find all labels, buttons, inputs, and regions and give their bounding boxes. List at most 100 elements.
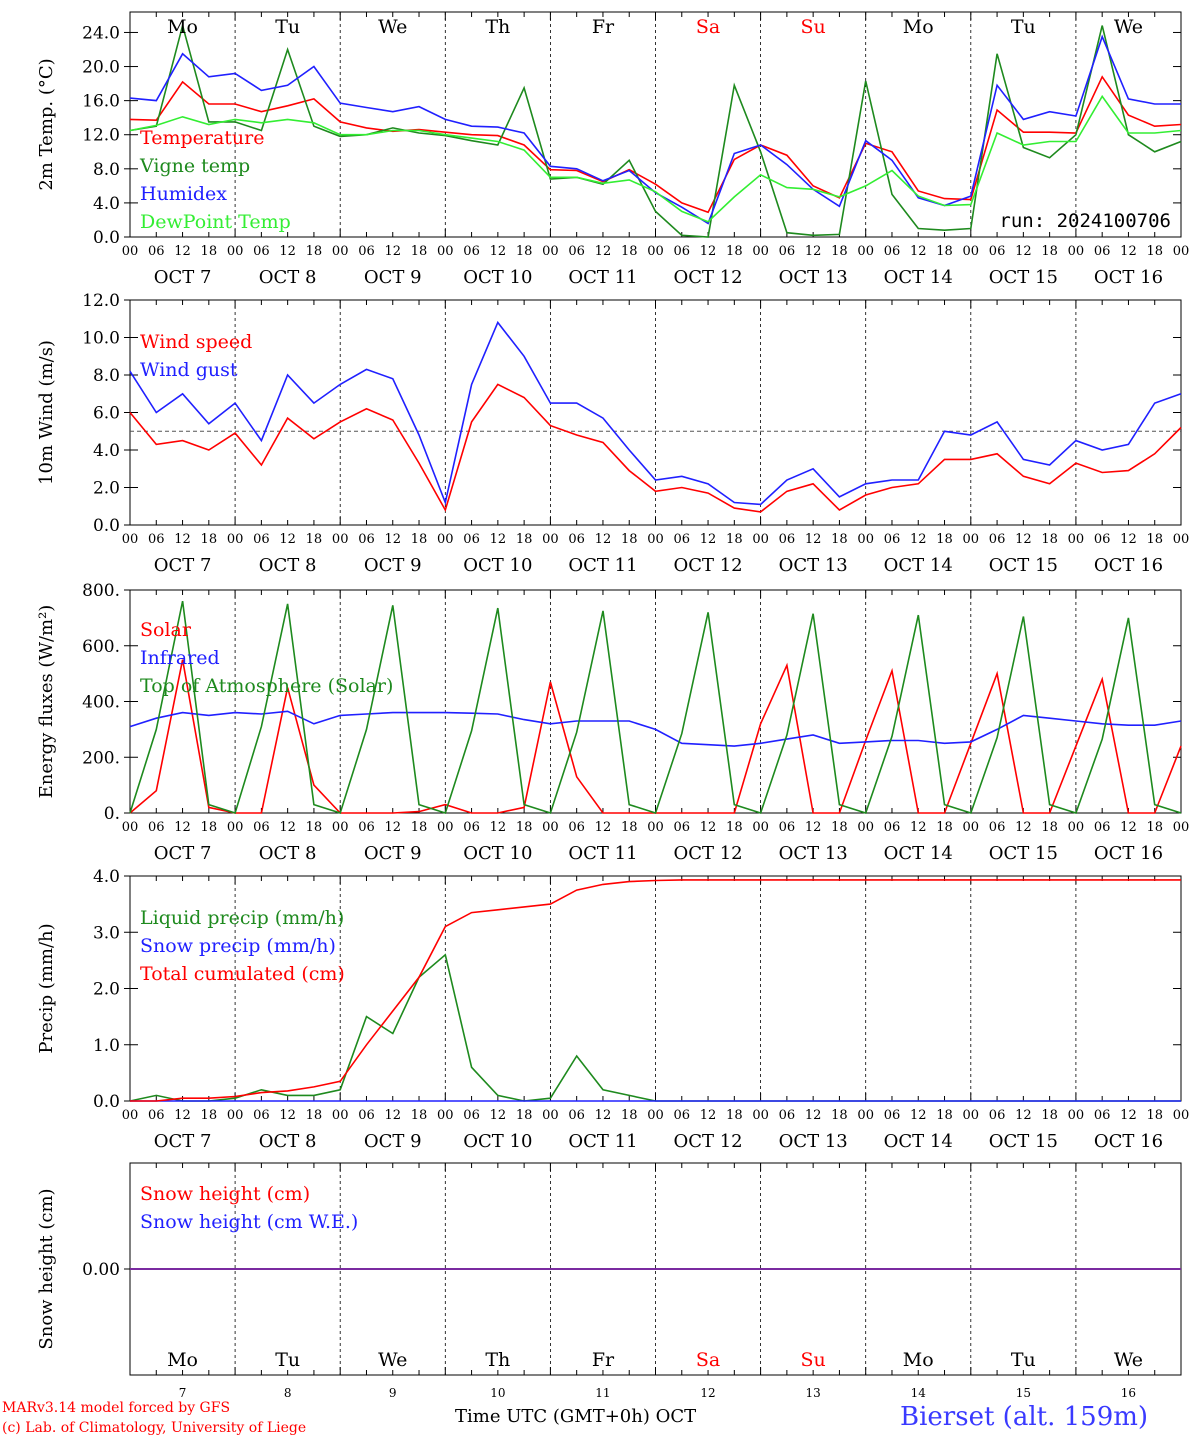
panel-frame-energy (129, 589, 1182, 814)
model-credit: MARv3.14 model forced by GFS (2, 1400, 231, 1416)
series-line (130, 879, 1181, 1102)
legend-entry: Humidex (140, 183, 227, 205)
day-name: Su (801, 16, 826, 38)
day-name: We (378, 16, 407, 38)
hour-tick-label: 18 (621, 244, 638, 259)
hour-tick-label: 00 (122, 532, 139, 547)
hour-tick-label: 12 (805, 820, 822, 835)
date-label: OCT 15 (989, 267, 1058, 288)
hour-tick-label: 06 (989, 1108, 1006, 1123)
hour-tick-label: 18 (516, 820, 533, 835)
hour-tick-label: 12 (910, 244, 927, 259)
y-tick-label: 6.0 (93, 404, 120, 424)
hour-tick-label: 00 (437, 820, 454, 835)
date-label: OCT 9 (364, 1131, 422, 1152)
y-axis-label: Energy fluxes (W/m²) (36, 605, 57, 799)
hour-tick-label: 06 (989, 244, 1006, 259)
day-name: Mo (167, 16, 198, 38)
hour-tick-label: 12 (279, 244, 296, 259)
date-label: OCT 16 (1094, 555, 1163, 576)
hour-tick-label: 00 (542, 532, 559, 547)
hour-tick-label: 18 (831, 532, 848, 547)
hour-tick-label: 06 (1094, 244, 1111, 259)
date-label: OCT 12 (673, 843, 742, 864)
hour-tick-label: 18 (1146, 1108, 1163, 1123)
hour-tick-label: 12 (384, 244, 401, 259)
day-name: Th (485, 16, 510, 38)
date-label: OCT 15 (989, 843, 1058, 864)
legend-entry: Snow height (cm) (140, 1183, 310, 1205)
hour-tick-label: 00 (647, 820, 664, 835)
date-label: OCT 15 (989, 555, 1058, 576)
y-tick-label: 24.0 (82, 23, 120, 43)
hour-tick-label: 18 (411, 532, 428, 547)
legend-entry: Top of Atmosphere (Solar) (140, 675, 393, 697)
hour-tick-label: 00 (752, 820, 769, 835)
day-name: We (378, 1349, 407, 1371)
hour-tick-label: 12 (700, 532, 717, 547)
hour-tick-label: 00 (437, 1108, 454, 1123)
hour-tick-label: 06 (674, 820, 691, 835)
hour-tick-label: 00 (1068, 1108, 1085, 1123)
hour-tick-label: 06 (884, 532, 901, 547)
hour-tick-label: 00 (437, 532, 454, 547)
hour-tick-label: 18 (936, 244, 953, 259)
hour-tick-label: 18 (726, 820, 743, 835)
hour-tick-label: 06 (884, 244, 901, 259)
day-name: Tu (1011, 16, 1036, 38)
hour-tick-label: 12 (490, 1108, 507, 1123)
hour-tick-label: 06 (568, 532, 585, 547)
day-name: Sa (696, 1349, 720, 1371)
hour-tick-label: 12 (700, 244, 717, 259)
series-line (129, 34, 1181, 225)
day-name: Tu (275, 1349, 300, 1371)
hour-tick-label: 18 (1041, 532, 1058, 547)
date-label: OCT 10 (463, 1131, 532, 1152)
day-number: 11 (595, 1386, 610, 1400)
date-label: OCT 13 (779, 1131, 848, 1152)
date-label: OCT 11 (568, 843, 637, 864)
day-name: We (1114, 16, 1143, 38)
hour-tick-label: 18 (726, 244, 743, 259)
hour-tick-label: 12 (279, 1108, 296, 1123)
hour-tick-label: 18 (936, 532, 953, 547)
day-name: Tu (1011, 1349, 1036, 1371)
hour-tick-label: 06 (989, 820, 1006, 835)
run-label: run: 2024100706 (999, 210, 1171, 232)
hour-tick-label: 00 (647, 1108, 664, 1123)
date-label: OCT 15 (989, 1131, 1058, 1152)
hour-tick-label: 00 (542, 1108, 559, 1123)
date-label: OCT 12 (673, 267, 742, 288)
hour-tick-label: 00 (963, 1108, 980, 1123)
y-tick-label: 12.0 (82, 291, 120, 311)
hour-tick-label: 06 (253, 244, 270, 259)
lab-credit: (c) Lab. of Climatology, University of L… (2, 1420, 307, 1436)
day-name: Fr (592, 1349, 615, 1371)
hour-tick-label: 18 (1146, 820, 1163, 835)
hour-tick-label: 00 (332, 532, 349, 547)
hour-tick-label: 06 (148, 244, 165, 259)
date-label: OCT 7 (154, 267, 212, 288)
date-label: OCT 14 (884, 555, 953, 576)
day-name: Tu (275, 16, 300, 38)
hour-tick-label: 18 (621, 820, 638, 835)
series-line (129, 710, 1182, 747)
legend-entry: Solar (140, 619, 192, 641)
hour-tick-label: 12 (1120, 532, 1137, 547)
hour-tick-label: 18 (516, 532, 533, 547)
y-tick-label: 20.0 (82, 58, 120, 78)
hour-tick-label: 00 (227, 1108, 244, 1123)
hour-tick-label: 06 (884, 820, 901, 835)
y-tick-label: 4.0 (93, 194, 120, 214)
hour-tick-label: 06 (1094, 820, 1111, 835)
hour-tick-label: 06 (463, 244, 480, 259)
hour-tick-label: 18 (411, 244, 428, 259)
day-number: 9 (389, 1386, 397, 1400)
hour-tick-label: 12 (910, 820, 927, 835)
hour-tick-label: 00 (227, 820, 244, 835)
hour-tick-label: 00 (332, 244, 349, 259)
y-tick-label: 0.00 (82, 1260, 120, 1280)
hour-tick-label: 18 (306, 532, 323, 547)
y-tick-label: 12.0 (82, 126, 120, 146)
hour-tick-label: 00 (122, 820, 139, 835)
